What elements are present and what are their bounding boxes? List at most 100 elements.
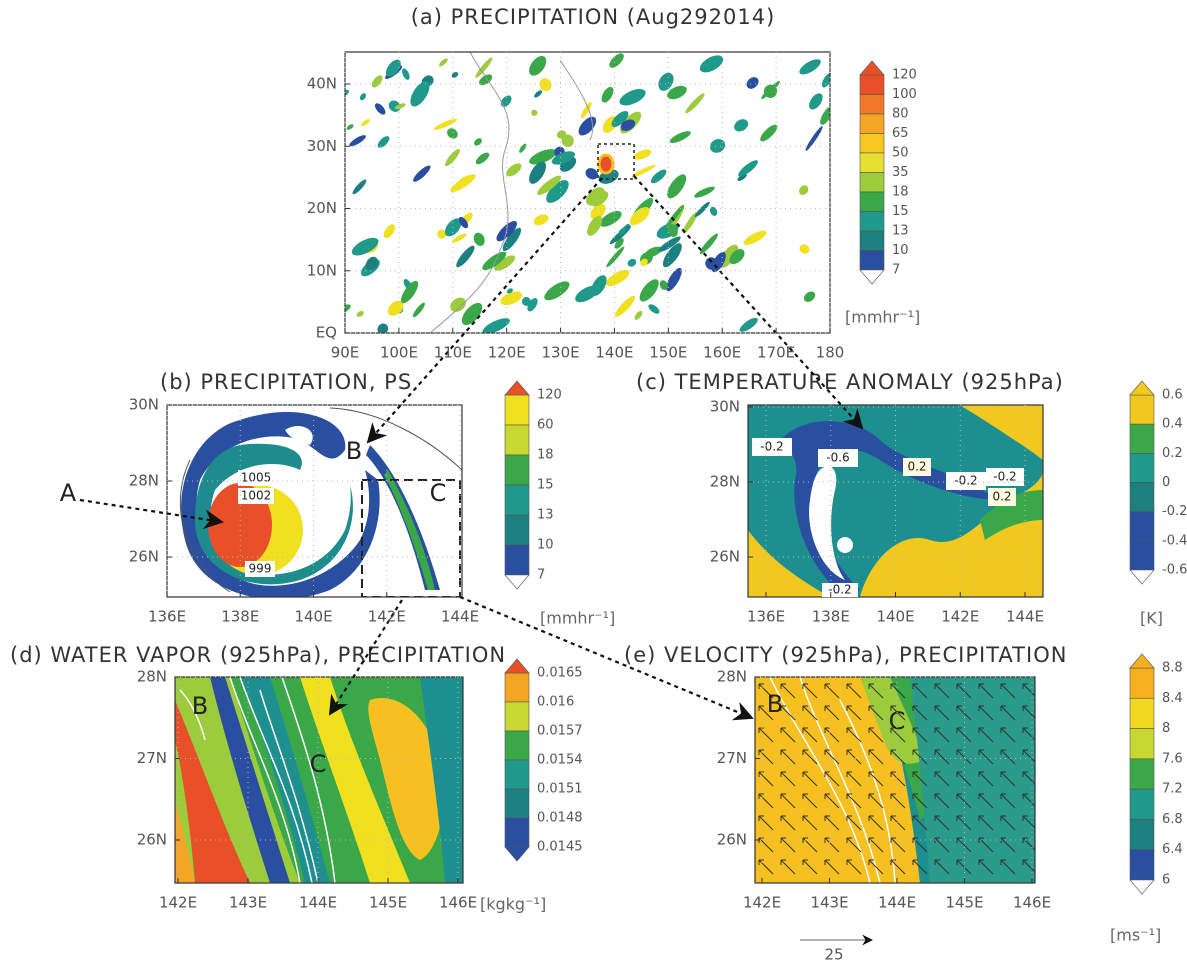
colorbar-box: [860, 75, 884, 95]
figure: (a) PRECIPITATION (Aug292014) (b) PRECIP…: [0, 0, 1187, 964]
colorbar-label: 7: [537, 568, 545, 583]
annotation: B: [346, 437, 362, 465]
y-tick-label: 30N: [129, 396, 159, 414]
colorbar-end: [1130, 880, 1154, 894]
colorbar-box: [505, 760, 529, 789]
colorbar-label: 13: [892, 224, 909, 239]
map-d: [175, 677, 463, 883]
annotation: C: [430, 479, 447, 507]
colorbar-box: [1130, 453, 1154, 482]
colorbar-box: [860, 173, 884, 193]
x-tick-label: 143E: [810, 894, 848, 912]
contour-label: 0.2: [907, 460, 926, 474]
annotation: C: [310, 750, 327, 778]
colorbar-label: 80: [892, 107, 909, 122]
x-tick-label: 140E: [294, 608, 332, 626]
colorbar-box: [860, 231, 884, 251]
colorbar-label: 8.4: [1162, 691, 1183, 706]
colorbar-label: 8.8: [1162, 661, 1183, 676]
x-tick-label: 120E: [488, 344, 526, 362]
y-tick-label: 10N: [307, 261, 337, 279]
colorbar-box: [860, 114, 884, 134]
colorbar-end: [505, 659, 529, 673]
colorbar-box: [860, 95, 884, 115]
contour-label: -0.2: [954, 474, 977, 488]
colorbar-box: [860, 134, 884, 154]
colorbar-end: [1130, 570, 1154, 584]
colorbar-box: [505, 455, 529, 485]
colorbar-label: 0.016: [537, 695, 574, 710]
unit-label: [K]: [1140, 609, 1163, 628]
x-tick-label: 90E: [331, 344, 360, 362]
x-tick-label: 143E: [229, 894, 267, 912]
x-tick-label: 144E: [299, 894, 337, 912]
panel-title: (e) VELOCITY (925hPa), PRECIPITATION: [624, 643, 1067, 667]
colorbar-label: 0.2: [1162, 446, 1183, 461]
y-tick-label: 26N: [137, 831, 167, 849]
x-tick-label: 150E: [649, 344, 687, 362]
colorbar-box: [1130, 819, 1154, 849]
colorbar-label: 100: [892, 87, 917, 102]
colorbar-end: [860, 270, 884, 284]
colorbar-label: 10: [892, 243, 909, 258]
colorbar-box: [860, 251, 884, 271]
colorbar-label: 6.4: [1162, 842, 1183, 857]
x-tick-label: 144E: [878, 894, 916, 912]
colorbar-box: [1130, 395, 1154, 424]
colorbar-box: [1130, 668, 1154, 698]
x-tick-label: 160E: [703, 344, 741, 362]
x-tick-label: 100E: [380, 344, 418, 362]
colorbar-box: [505, 545, 529, 575]
x-tick-label: 145E: [945, 894, 983, 912]
y-tick-label: EQ: [316, 324, 337, 342]
annotation: A: [60, 479, 77, 507]
colorbar-label: 7: [892, 263, 900, 278]
y-tick-label: 26N: [710, 548, 740, 566]
colorbar-label: 6.8: [1162, 812, 1183, 827]
colorbar-label: 0.0151: [537, 782, 583, 797]
y-tick-label: 30N: [710, 398, 740, 416]
colorbar-box: [1130, 512, 1154, 541]
y-tick-label: 40N: [307, 75, 337, 93]
colorbar-label: 15: [892, 204, 909, 219]
colorbar-label: 18: [537, 448, 554, 463]
colorbar-end: [1130, 381, 1154, 395]
x-tick-label: 142E: [368, 608, 406, 626]
panel-title: (b) PRECIPITATION, PS: [160, 370, 412, 394]
colorbar-box: [505, 818, 529, 847]
x-tick-label: 138E: [812, 608, 850, 626]
colorbar-label: 120: [537, 388, 562, 403]
x-tick-label: 136E: [148, 608, 186, 626]
colorbar-label: 15: [537, 478, 554, 493]
colorbar-box: [1130, 698, 1154, 728]
colorbar-box: [860, 212, 884, 232]
colorbar-label: 13: [537, 508, 554, 523]
x-tick-label: 144E: [441, 608, 479, 626]
x-tick-label: 170E: [757, 344, 795, 362]
x-tick-label: 138E: [221, 608, 259, 626]
x-tick-label: 136E: [747, 608, 785, 626]
colorbar-box: [1130, 759, 1154, 789]
colorbar-label: 35: [892, 165, 909, 180]
colorbar-label: 50: [892, 146, 909, 161]
colorbar-box: [1130, 541, 1154, 570]
colorbar-end: [1130, 654, 1154, 668]
annotation: B: [192, 692, 208, 720]
x-tick-label: 110E: [434, 344, 472, 362]
colorbar-label: 6: [1162, 873, 1170, 888]
unit-label: [kgkg⁻¹]: [480, 895, 546, 914]
colorbar-box: [1130, 729, 1154, 759]
y-tick-label: 26N: [717, 831, 747, 849]
panel-title: (c) TEMPERATURE ANOMALY (925hPa): [636, 370, 1064, 394]
colorbar-box: [505, 425, 529, 455]
colorbar-box: [1130, 789, 1154, 819]
y-tick-label: 28N: [717, 668, 747, 686]
colorbar-label: 0.6: [1162, 388, 1183, 403]
x-tick-label: 142E: [159, 894, 197, 912]
colorbar-box: [505, 702, 529, 731]
colorbar-box: [1130, 424, 1154, 453]
unit-label: [ms⁻¹]: [1110, 926, 1161, 945]
x-tick-label: 146E: [439, 894, 477, 912]
colorbar-box: [505, 485, 529, 515]
panel-title: (d) WATER VAPOR (925hPa), PRECIPITATION: [10, 643, 506, 667]
